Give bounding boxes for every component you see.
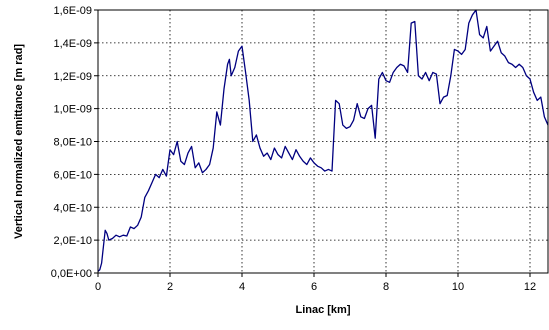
y-tick-label: 1,0E-09 (53, 104, 92, 116)
y-axis-title: Vertical normalized emittance [m rad] (13, 44, 25, 239)
y-tick-label: 6,0E-10 (53, 169, 92, 181)
x-axis-title: Linac [km] (295, 304, 350, 316)
x-tick-label: 0 (95, 281, 101, 293)
y-tick-label: 8,0E-10 (53, 137, 92, 149)
y-tick-label: 1,4E-09 (53, 38, 92, 50)
x-tick-label: 6 (311, 281, 317, 293)
y-tick-label: 1,2E-09 (53, 71, 92, 83)
y-tick-label: 1,6E-09 (53, 5, 92, 17)
y-tick-label: 4,0E-10 (53, 202, 92, 214)
x-tick-labels: 0 2 4 6 8 10 12 (95, 273, 536, 293)
x-tick-label: 10 (452, 281, 464, 293)
x-tick-label: 8 (383, 281, 389, 293)
x-tick-label: 4 (239, 281, 245, 293)
series-layer (97, 9, 549, 272)
x-tick-label: 2 (167, 281, 173, 293)
series-line (97, 9, 549, 272)
y-tick-labels: 0,0E+00 2,0E-10 4,0E-10 6,0E-10 8,0E-10 1,0E-… (51, 5, 98, 280)
grid-lines (98, 10, 548, 273)
x-tick-label: 12 (524, 281, 536, 293)
y-tick-label: 2,0E-10 (53, 235, 92, 247)
y-tick-label: 0,0E+00 (51, 268, 92, 280)
